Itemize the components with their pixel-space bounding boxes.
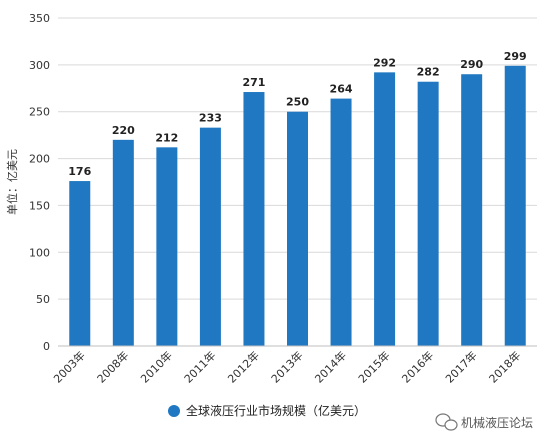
legend-label: 全球液压行业市场规模（亿美元） <box>186 403 366 418</box>
y-tick-label: 150 <box>29 199 50 212</box>
data-label: 220 <box>112 124 135 137</box>
data-label: 264 <box>330 83 353 96</box>
watermark: 机械液压论坛 <box>435 413 533 431</box>
x-tick-label: 2012年 <box>225 348 262 385</box>
bar <box>69 181 91 346</box>
x-tick-label: 2014年 <box>312 348 349 385</box>
y-tick-label: 250 <box>29 106 50 119</box>
data-label: 282 <box>417 66 440 79</box>
data-label: 292 <box>373 56 396 69</box>
data-label: 271 <box>242 76 265 89</box>
legend: 全球液压行业市场规模（亿美元） <box>168 403 366 418</box>
data-label: 212 <box>155 131 178 144</box>
bar <box>243 92 265 346</box>
y-axis-label: 单位：亿美元 <box>5 149 19 215</box>
bar <box>374 72 396 347</box>
bar <box>156 147 178 346</box>
x-tick-label: 2003年 <box>50 348 87 385</box>
y-tick-label: 0 <box>43 340 50 353</box>
bar <box>112 139 134 346</box>
bar <box>199 127 221 346</box>
data-label: 290 <box>460 58 483 71</box>
x-tick-label: 2018年 <box>486 348 523 385</box>
wechat-icon <box>435 413 458 431</box>
data-labels: 176 220 212 233 271 250 264 292 282 290 299 <box>68 50 526 178</box>
data-label: 250 <box>286 96 309 109</box>
x-tick-label: 2013年 <box>268 348 305 385</box>
x-tick-label: 2010年 <box>138 348 175 385</box>
y-tick-label: 350 <box>29 12 50 25</box>
x-tick-label: 2011年 <box>181 348 218 385</box>
y-axis-ticks: 0 50 100 150 200 250 300 350 <box>29 12 50 353</box>
bar <box>417 81 439 347</box>
x-tick-label: 2008年 <box>94 348 131 385</box>
data-label: 299 <box>504 50 527 63</box>
watermark-text: 机械液压论坛 <box>461 415 533 430</box>
y-tick-label: 200 <box>29 153 50 166</box>
x-tick-label: 2016年 <box>399 348 436 385</box>
data-label: 176 <box>68 165 91 178</box>
x-tick-label: 2017年 <box>442 348 479 385</box>
bar <box>287 111 308 346</box>
data-label: 233 <box>199 112 222 125</box>
bars <box>69 65 526 347</box>
bar <box>504 65 526 347</box>
y-tick-label: 100 <box>29 246 50 259</box>
x-tick-label: 2015年 <box>355 348 392 385</box>
y-tick-label: 50 <box>36 293 50 306</box>
bar <box>461 74 483 346</box>
x-axis-ticks: 2003年 2008年 2010年 2011年 2012年 2013年 2014年 2015年… <box>50 348 523 385</box>
legend-marker <box>168 405 180 417</box>
bar <box>330 98 352 346</box>
y-tick-label: 300 <box>29 59 50 72</box>
